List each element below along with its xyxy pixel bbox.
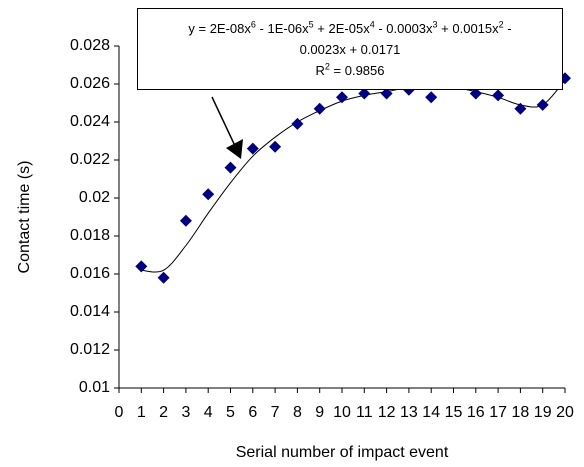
- x-tick-label: 2: [159, 404, 168, 421]
- point: [536, 98, 549, 111]
- equation-text: = 0.9856: [329, 63, 385, 78]
- y-tick-label: 0.022: [70, 151, 110, 168]
- exponent: 6: [250, 19, 256, 30]
- point: [202, 188, 215, 201]
- x-tick-label: 14: [422, 404, 440, 421]
- equation-text: + 2E-05x: [313, 21, 370, 36]
- x-tick-label: 1: [137, 404, 146, 421]
- x-tick-label: 19: [534, 404, 552, 421]
- point: [514, 102, 527, 115]
- equation-box: y = 2E-08x6 - 1E-06x5 + 2E-05x4 - 0.0003…: [137, 8, 563, 90]
- x-tick-label: 6: [248, 404, 257, 421]
- trendline: [141, 79, 566, 273]
- point: [224, 161, 237, 174]
- equation-text: y = 2E-08x: [188, 21, 251, 36]
- equation-text: + 0.0015x: [437, 21, 499, 36]
- x-tick-label: 17: [489, 404, 507, 421]
- point: [336, 91, 348, 104]
- point: [157, 271, 170, 284]
- x-tick-label: 11: [356, 404, 373, 421]
- point: [425, 91, 438, 104]
- point: [469, 87, 482, 100]
- point: [358, 87, 371, 100]
- x-tick-label: 20: [556, 404, 574, 421]
- equation-text: 0.0023x + 0.0171: [299, 42, 401, 57]
- point: [492, 89, 505, 102]
- point: [246, 142, 259, 155]
- x-axis-label: Serial number of impact event: [236, 444, 449, 461]
- x-tick-label: 12: [378, 404, 396, 421]
- exponent: 3: [432, 19, 438, 30]
- y-tick-label: 0.02: [79, 189, 110, 206]
- arrow-shaft: [211, 96, 237, 149]
- equation-text: -: [503, 21, 512, 36]
- point: [269, 140, 282, 153]
- x-tick-label: 4: [204, 404, 213, 421]
- x-tick-label: 0: [115, 404, 124, 421]
- point: [135, 260, 148, 273]
- equation-text: R: [315, 63, 325, 78]
- equation-text: - 1E-06x: [255, 21, 309, 36]
- x-tick-label: 5: [226, 404, 235, 421]
- exponent: 5: [308, 19, 314, 30]
- y-tick-label: 0.01: [79, 379, 110, 396]
- point: [313, 102, 326, 115]
- point: [380, 87, 393, 100]
- y-tick-label: 0.024: [70, 113, 110, 130]
- exponent: 2: [498, 19, 504, 30]
- arrow-head: [226, 139, 243, 159]
- x-tick-label: 10: [333, 404, 351, 421]
- y-tick-label: 0.014: [70, 303, 110, 320]
- equation-text: - 0.0003x: [374, 21, 433, 36]
- x-tick-label: 16: [467, 404, 485, 421]
- x-tick-label: 3: [181, 404, 190, 421]
- x-tick-label: 13: [400, 404, 418, 421]
- equation-line: R2 = 0.9856: [138, 60, 562, 81]
- x-tick-label: 9: [315, 404, 324, 421]
- y-tick-label: 0.016: [70, 265, 110, 282]
- x-tick-label: 18: [512, 404, 530, 421]
- point: [179, 214, 192, 227]
- x-tick-label: 8: [293, 404, 302, 421]
- y-tick-label: 0.028: [70, 37, 110, 54]
- y-axis-label: Contact time (s): [16, 161, 33, 274]
- exponent: 2: [324, 61, 330, 72]
- y-tick-label: 0.018: [70, 227, 110, 244]
- point: [291, 117, 304, 130]
- equation-line: y = 2E-08x6 - 1E-06x5 + 2E-05x4 - 0.0003…: [138, 18, 562, 39]
- y-tick-label: 0.026: [70, 75, 110, 92]
- x-tick-label: 15: [445, 404, 463, 421]
- exponent: 4: [369, 19, 375, 30]
- equation-line: 0.0023x + 0.0171: [138, 39, 562, 60]
- x-tick-label: 7: [271, 404, 280, 421]
- y-tick-label: 0.012: [70, 341, 110, 358]
